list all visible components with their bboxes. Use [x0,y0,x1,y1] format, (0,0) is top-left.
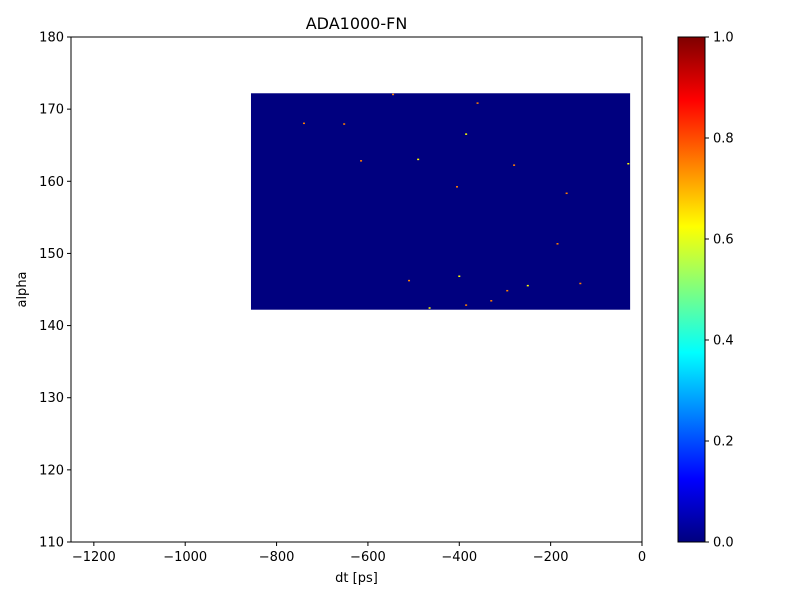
y-tick-label: 130 [39,391,64,406]
plot-area [70,36,643,543]
heatmap-layer [250,93,631,310]
heatmap-hot-spot [392,93,395,96]
colorbar-gradient [678,37,705,542]
colorbar-frame [677,36,706,543]
y-tick-label: 110 [39,536,64,551]
x-tick-label: −1200 [72,550,116,565]
colorbar-tick-label: 0.4 [713,334,734,349]
colorbar-tick-label: 0.6 [713,233,734,248]
y-axis-label: alpha [15,271,30,307]
heatmap-hot-spot [302,122,305,125]
colorbar-tick-label: 0.2 [713,435,734,450]
heatmap-hot-spot [506,289,509,292]
y-tick-label: 170 [39,103,64,118]
y-tick-label: 140 [39,319,64,334]
x-tick-label: −1000 [163,550,207,565]
x-tick-label: 0 [638,550,646,565]
x-axis-label: dt [ps] [335,571,378,586]
heatmap-hot-spot [458,275,461,278]
heatmap-hot-spot [428,307,431,309]
heatmap-hot-spot [476,102,479,104]
heatmap-hot-spot [579,282,582,285]
colorbar-ticks: 0.0 0.2 0.4 0.6 0.8 1.0 [705,31,734,551]
y-tick-label: 150 [39,247,64,262]
heatmap-hot-spot [465,133,468,135]
x-tick-label: −400 [441,550,477,565]
heatmap-hot-spot [490,300,493,302]
heatmap-hot-spot [556,243,559,245]
x-tick-label: −800 [259,550,295,565]
heatmap-hot-spot [455,186,458,188]
y-tick-label: 160 [39,175,64,190]
y-tick-label: 120 [39,463,64,478]
heatmap-hot-spot [627,162,630,165]
y-axis: 110 120 130 140 150 160 170 180 [39,31,71,551]
heatmap-hot-spot [465,304,468,306]
colorbar-tick-label: 0.0 [713,536,734,551]
colorbar-tick-label: 1.0 [713,31,734,46]
heatmap-hot-spot [565,192,568,195]
plot-frame [70,36,643,543]
chart-title: ADA1000-FN [306,14,408,33]
heatmap-hot-spot [360,160,363,162]
x-tick-label: −600 [350,550,386,565]
colorbar-tick-label: 0.8 [713,132,734,147]
y-tick-label: 180 [39,31,64,46]
heatmap-block [250,93,631,310]
heatmap-hot-spot [526,284,529,287]
x-axis: −1200 −1000 −800 −600 −400 −200 0 [72,542,646,565]
x-tick-label: −200 [533,550,569,565]
heatmap-hot-spot [343,123,346,125]
colorbar: 0.0 0.2 0.4 0.6 0.8 1.0 [677,31,734,551]
heatmap-hot-spot [513,164,516,166]
heatmap-hot-spot [417,158,420,161]
heatmap-hot-spot [408,279,411,282]
